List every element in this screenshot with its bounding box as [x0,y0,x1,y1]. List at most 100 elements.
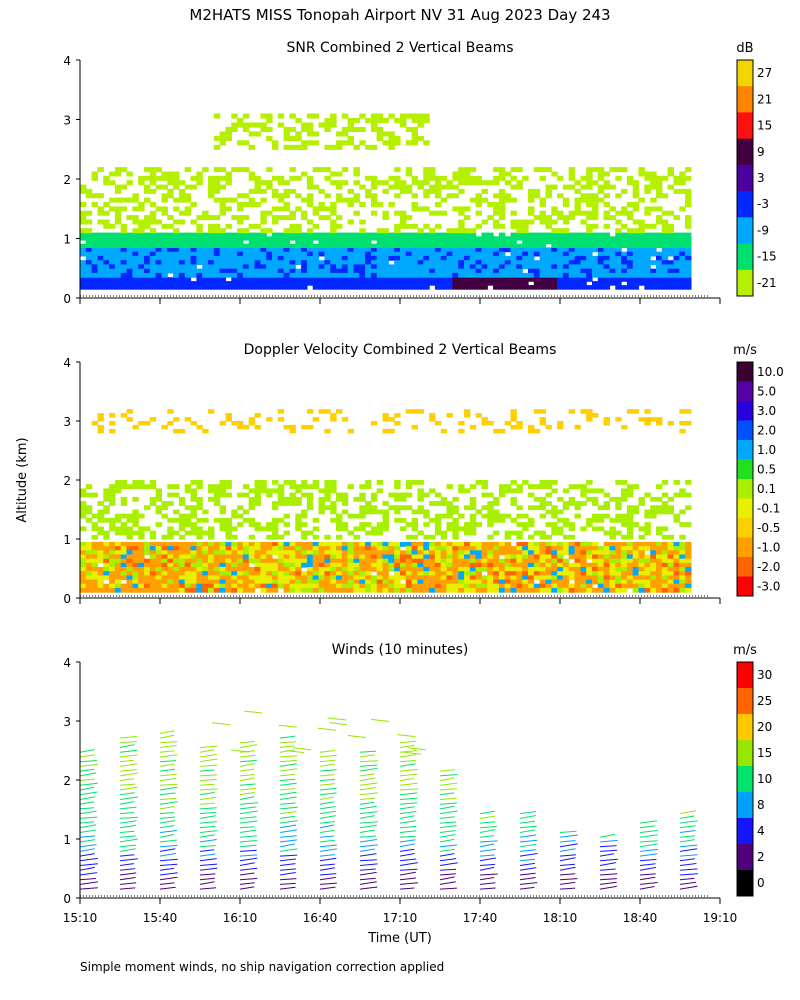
data-cell [592,554,599,560]
data-cell [551,240,558,245]
data-cell [615,496,622,502]
data-cell [196,571,203,576]
data-cell [405,167,413,173]
data-cell [260,268,267,274]
data-cell [237,277,244,282]
data-cell [359,113,366,119]
data-cell [266,558,273,564]
data-cell [336,562,343,568]
data-cell [289,223,296,229]
data-cell [219,281,226,286]
data-cell [609,255,616,261]
data-cell [289,232,296,237]
wind-barb [399,768,418,772]
data-cell [149,281,157,286]
data-cell [493,255,500,261]
data-cell [161,546,168,551]
data-cell [85,546,93,551]
data-cell [510,488,517,494]
data-cell [376,255,384,261]
data-cell [400,272,407,278]
data-cell [225,542,232,547]
colorbar-swatch [737,688,753,715]
data-cell [225,522,232,527]
data-cell [440,575,448,581]
data-cell [626,175,634,181]
data-cell [417,579,424,585]
data-cell [155,243,162,248]
data-cell [155,583,162,589]
data-cell [533,484,541,489]
data-cell [545,193,552,199]
data-cell [295,583,302,589]
data-cell [237,550,244,556]
wind-barb [119,812,135,815]
data-cell [382,118,389,124]
data-cell [405,562,413,568]
data-cell [679,421,686,426]
data-cell [306,131,314,137]
data-cell [510,579,517,585]
data-cell [667,534,674,540]
data-cell [580,247,587,253]
data-cell [132,546,139,551]
data-cell [190,522,197,527]
data-cell [277,534,285,540]
data-cell [149,579,157,585]
data-cell [173,197,180,203]
data-cell [516,264,523,270]
data-cell [411,567,418,572]
data-cell [510,546,517,551]
data-cell [312,167,320,173]
data-cell [149,277,157,282]
wind-barb [159,834,175,838]
data-cell [155,567,162,572]
data-cell [568,251,576,257]
data-cell [632,255,640,261]
data-cell [528,558,535,564]
data-cell [632,575,640,581]
data-cell [661,575,669,581]
wind-barb [319,787,337,791]
data-cell [405,492,413,498]
data-cell [644,243,651,248]
data-cell [242,193,250,199]
data-cell [306,140,314,146]
data-cell [487,281,494,286]
data-cell [376,526,384,532]
data-cell [400,251,407,257]
data-cell [423,513,430,519]
data-cell [219,167,226,173]
data-cell [376,587,384,593]
data-cell [533,505,541,511]
data-cell [225,135,232,141]
data-cell [120,480,128,485]
data-cell [301,522,308,527]
data-cell [592,526,599,532]
data-cell [312,260,320,265]
data-cell [190,496,197,502]
data-cell [312,140,320,146]
data-cell [458,228,465,234]
data-cell [161,255,168,261]
data-cell [615,417,622,422]
data-cell [237,268,244,274]
data-cell [434,421,442,426]
data-cell [597,272,605,278]
wind-barb [399,754,417,758]
data-cell [440,554,448,560]
data-cell [85,255,93,261]
data-cell [144,260,151,265]
data-cell [336,492,343,498]
data-cell [487,260,494,265]
data-cell [196,558,203,564]
data-cell [644,251,651,257]
data-cell [132,251,139,257]
data-cell [388,281,395,286]
data-cell [498,175,506,181]
data-cell [237,264,244,270]
data-cell [283,546,290,551]
data-cell [295,144,302,150]
data-cell [475,542,482,547]
data-cell [615,175,622,181]
